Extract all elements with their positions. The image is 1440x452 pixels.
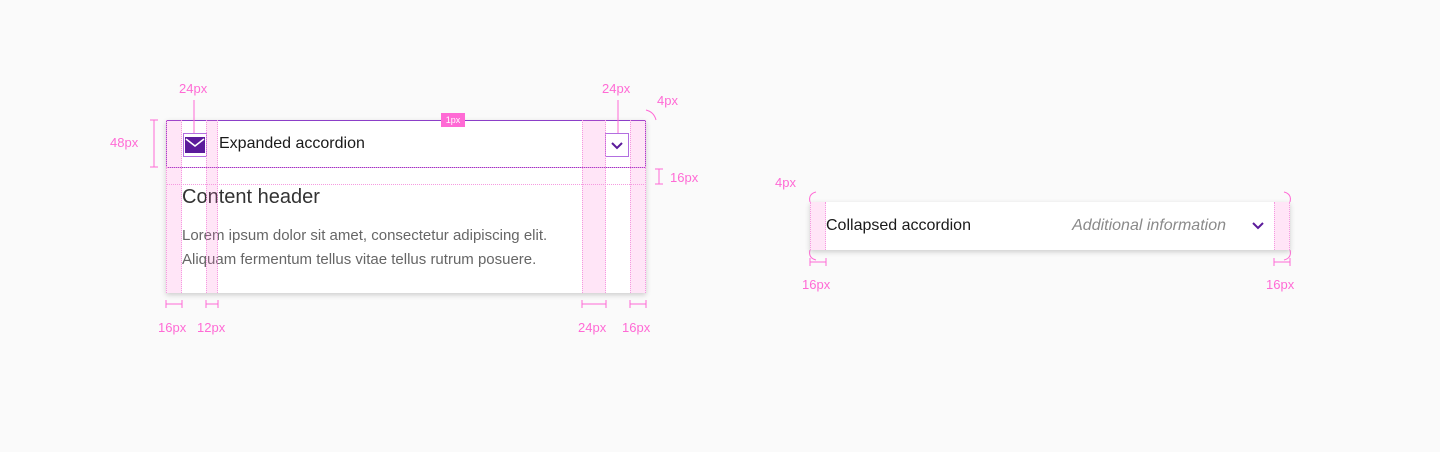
header-height-label: 48px <box>110 135 139 150</box>
padding-guide-trailing <box>582 120 606 293</box>
padding-guide-right <box>1274 202 1290 250</box>
trailing-icon-label: 24px <box>578 320 607 335</box>
corner-radius-label: 4px <box>775 175 796 190</box>
padding-guide-icon-gap <box>206 120 218 293</box>
content-line: Lorem ipsum dolor sit amet, consectetur … <box>182 227 548 244</box>
padding-guide-right <box>630 120 646 293</box>
padding-right-label: 16px <box>622 320 651 335</box>
padding-guide-left <box>166 120 182 293</box>
border-width-tag: 1px <box>441 113 465 127</box>
icon-size-label-right: 24px <box>602 81 631 96</box>
padding-left-label: 16px <box>802 277 831 292</box>
guide-line <box>166 167 646 168</box>
content-body: Lorem ipsum dolor sit amet, consectetur … <box>182 224 612 272</box>
padding-left-label: 16px <box>158 320 187 335</box>
content-line: Aliquam fermentum tellus vitae tellus ru… <box>182 251 537 268</box>
chevron-down-icon[interactable] <box>1250 218 1266 234</box>
icon-gap-label: 12px <box>197 320 226 335</box>
collapsed-accordion[interactable]: Collapsed accordion Additional informati… <box>810 202 1290 250</box>
collapsed-accordion-label: Collapsed accordion <box>826 217 971 234</box>
mail-icon <box>183 133 207 157</box>
expanded-accordion-label: Expanded accordion <box>219 135 365 152</box>
content-header: Content header <box>182 186 320 208</box>
additional-information: Additional information <box>1072 217 1226 234</box>
chevron-down-icon[interactable] <box>605 133 629 157</box>
expanded-accordion-header[interactable]: Expanded accordion <box>166 120 646 168</box>
padding-guide-left <box>810 202 826 250</box>
corner-radius-label: 4px <box>657 93 678 108</box>
icon-size-label-left: 24px <box>179 81 208 96</box>
content-gap-label: 16px <box>670 170 699 185</box>
expanded-accordion: Expanded accordion Content header Lorem … <box>166 120 646 293</box>
guide-line <box>166 184 646 185</box>
padding-right-label: 16px <box>1266 277 1295 292</box>
